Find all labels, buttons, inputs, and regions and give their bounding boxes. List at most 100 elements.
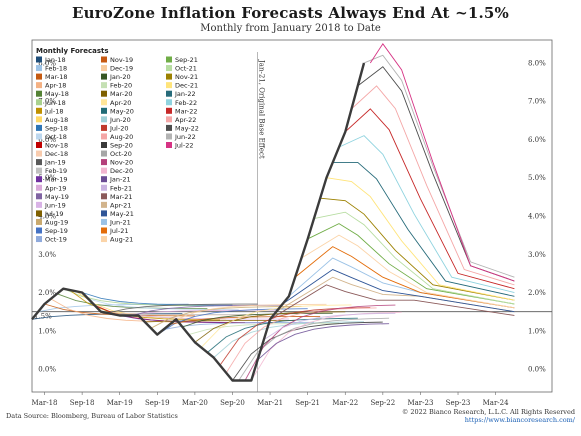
legend-item-label: Dec-21 — [175, 82, 198, 90]
x-tick-label: Sep-19 — [145, 399, 170, 407]
forecast-line — [213, 321, 365, 358]
legend-item-label: Jun-18 — [44, 99, 66, 107]
x-tick-label: Mar-22 — [332, 399, 358, 407]
legend-item-label: Dec-19 — [110, 65, 133, 73]
legend-item-label: Apr-21 — [110, 201, 131, 209]
legend-item-label: Jul-19 — [44, 210, 63, 218]
legend-swatch — [166, 116, 172, 123]
forecast-line — [182, 312, 333, 328]
legend-swatch — [101, 236, 107, 243]
copyright-block: © 2022 Bianco Research, L.L.C. All Right… — [402, 408, 575, 424]
legend-swatch — [36, 65, 42, 72]
legend-swatch — [101, 107, 107, 114]
legend-swatch — [101, 210, 107, 217]
legend-swatch — [101, 65, 107, 72]
legend-item-label: Aug-19 — [45, 218, 68, 226]
forecast-line — [157, 308, 308, 335]
legend-swatch — [101, 99, 107, 106]
legend-swatch — [36, 133, 42, 140]
legend-item-label: Jun-20 — [109, 116, 131, 124]
legend-item-label: Nov-19 — [110, 56, 133, 64]
legend-item-label: Jan-20 — [109, 73, 131, 81]
legend-item-label: Aug-20 — [110, 133, 133, 141]
y-tick-label-right: 7.0% — [528, 98, 546, 106]
legend-item-label: Oct-21 — [175, 65, 197, 73]
forecast-line — [232, 321, 383, 381]
x-tick-label: Mar-24 — [483, 399, 510, 407]
y-tick-label-left: 2.0% — [38, 289, 56, 297]
legend-item-label: Feb-21 — [110, 184, 132, 192]
legend-item-label: May-21 — [110, 210, 134, 218]
forecast-line — [163, 321, 314, 330]
legend-item-label: Apr-18 — [45, 82, 66, 90]
legend-swatch — [101, 82, 107, 89]
legend-swatch — [36, 142, 42, 148]
y-tick-label-right: 3.0% — [528, 251, 546, 259]
legend-swatch — [36, 236, 42, 243]
data-source-note: Data Source: Bloomberg, Bureau of Labor … — [6, 412, 178, 420]
legend-swatch — [36, 167, 42, 174]
legend-item-label: May-20 — [110, 107, 134, 115]
forecast-line — [194, 311, 346, 343]
legend-item-label: Mar-21 — [110, 193, 132, 201]
chart-title: EuroZone Inflation Forecasts Always End … — [71, 4, 510, 22]
legend-item-label: Mar-19 — [45, 176, 67, 184]
forecast-line — [326, 177, 515, 301]
legend-swatch — [166, 73, 172, 80]
forecast-line — [269, 284, 515, 320]
legend-item-label: Nov-18 — [45, 142, 68, 150]
legend-item-label: Apr-19 — [45, 184, 66, 192]
legend-swatch — [166, 56, 172, 63]
legend-item-label: Jun-19 — [44, 201, 66, 209]
legend-swatch — [36, 150, 42, 157]
legend-item-label: Dec-20 — [110, 167, 133, 175]
legend-swatch — [101, 133, 107, 140]
y-tick-label-left: 0.0% — [38, 366, 56, 374]
forecast-line — [150, 305, 302, 329]
legend-swatch — [36, 193, 42, 200]
y-tick-label-right: 6.0% — [528, 136, 546, 144]
legend-swatch — [101, 176, 107, 183]
forecast-line — [301, 234, 515, 309]
legend-item-label: May-22 — [175, 124, 199, 132]
legend-swatch — [101, 116, 107, 123]
x-tick-label: Sep-18 — [70, 399, 95, 407]
legend-swatch — [36, 56, 42, 63]
y-tick-label-left: 6.0% — [38, 136, 56, 144]
plot-frame — [31, 39, 553, 393]
forecast-line — [332, 161, 515, 297]
legend-swatch — [36, 116, 42, 123]
y-tick-label-right: 8.0% — [528, 59, 546, 67]
legend-swatch — [101, 201, 107, 208]
legend-item-label: Jul-20 — [109, 124, 128, 132]
forecast-line — [294, 246, 515, 309]
y-tick-label-left: 1.0% — [38, 327, 56, 335]
x-tick-label: Mar-20 — [182, 399, 208, 407]
website-link[interactable]: https://www.biancoresearch.com/ — [464, 416, 575, 424]
forecast-line — [207, 317, 358, 353]
x-tick-label: Mar-18 — [32, 399, 58, 407]
legend-item-label: Apr-22 — [175, 116, 196, 124]
legend-item-label: Aug-18 — [45, 116, 68, 124]
legend-item-label: Apr-20 — [110, 99, 131, 107]
legend-item-label: Nov-20 — [110, 159, 133, 167]
legend-item-label: Dec-18 — [45, 150, 68, 158]
legend-swatch — [166, 65, 172, 72]
forecast-line — [369, 43, 515, 282]
legend-item-label: Jan-18 — [44, 56, 66, 64]
forecast-line — [257, 323, 390, 361]
legend-swatch — [101, 218, 107, 225]
forecast-line — [225, 307, 377, 374]
y-tick-label-left: 7.0% — [38, 98, 56, 106]
legend-swatch — [101, 124, 107, 131]
legend-item-label: Nov-21 — [175, 73, 198, 81]
legend-swatch — [101, 56, 107, 63]
legend-swatch — [166, 82, 172, 89]
legend-item-label: Mar-20 — [110, 90, 132, 98]
x-tick-label: Mar-21 — [257, 399, 283, 407]
forecast-line — [107, 303, 258, 314]
legend-item-label: Sep-20 — [110, 142, 133, 150]
legend-swatch — [36, 82, 42, 89]
legend-item-label: Sep-18 — [45, 124, 68, 132]
